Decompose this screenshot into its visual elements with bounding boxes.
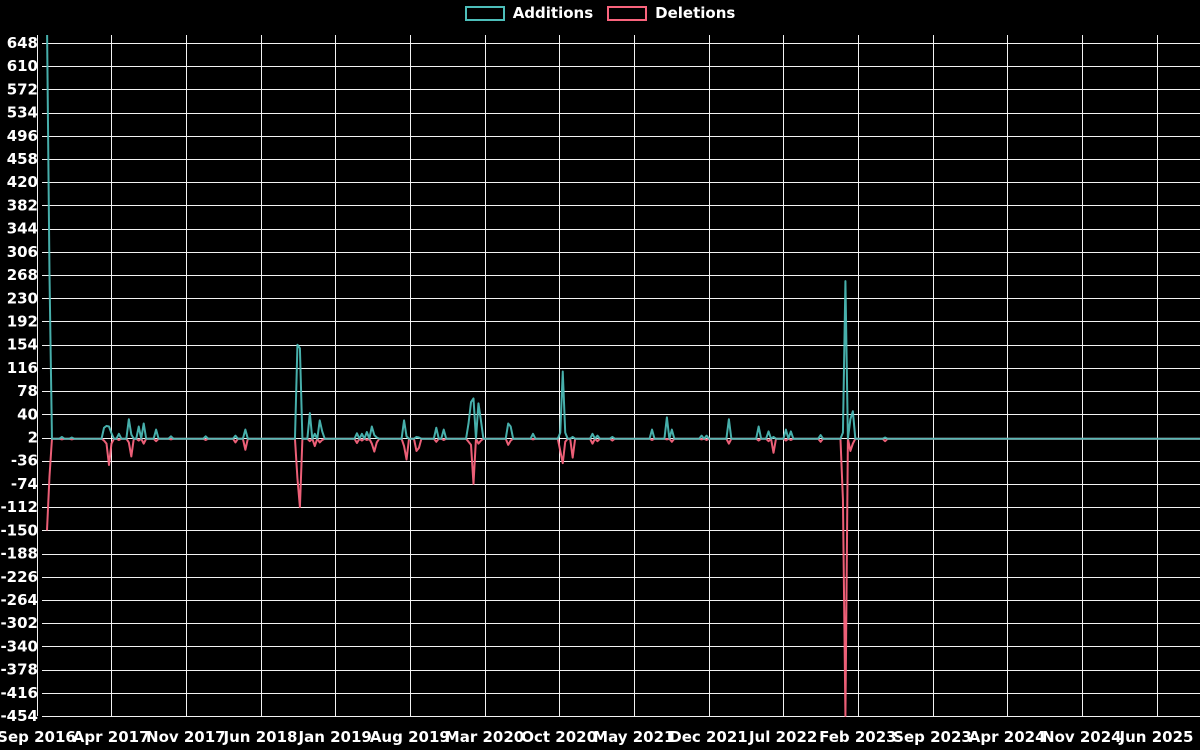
y-axis-tick-label: 572 (7, 80, 38, 98)
y-axis-tick-label: -340 (0, 637, 38, 655)
y-axis-tick-label: -416 (0, 684, 38, 702)
x-axis-tick-label: Aug 2019 (370, 728, 450, 746)
x-axis-tick-label: Feb 2023 (819, 728, 897, 746)
y-axis-tick-label: 40 (17, 405, 38, 423)
y-axis-tick-label: 382 (7, 196, 38, 214)
additions-line (46, 35, 1200, 440)
x-axis-tick-label: May 2021 (593, 728, 674, 746)
legend-item-additions[interactable]: Additions (464, 4, 594, 22)
x-axis-tick-label: Jun 2025 (1119, 728, 1194, 746)
x-axis-tick-label: Oct 2020 (521, 728, 597, 746)
x-axis-tick-label: Nov 2017 (146, 728, 226, 746)
y-axis-tick-label: -36 (11, 452, 38, 470)
y-axis-tick-label: 458 (7, 150, 38, 168)
y-axis-tick-label: 534 (7, 104, 38, 122)
y-axis-tick-label: -150 (0, 521, 38, 539)
y-axis-tick-label: 496 (7, 127, 38, 145)
y-axis-tick-label: -226 (0, 568, 38, 586)
y-axis-tick-label: 192 (7, 312, 38, 330)
legend-item-deletions[interactable]: Deletions (607, 6, 735, 21)
y-axis-tick-label: 610 (7, 57, 38, 75)
y-axis-labels: 648 610 572 534 496 458 420 382 344 306 268 230 192 1… (0, 34, 38, 725)
y-axis-tick-label: -264 (0, 591, 38, 609)
y-axis-tick-label: 230 (7, 289, 38, 307)
y-axis-tick-label: -74 (11, 475, 38, 493)
y-axis-tick-label: 154 (7, 336, 38, 354)
deletions-legend-label: Deletions (655, 4, 736, 22)
x-axis-tick-label: Mar 2020 (445, 728, 524, 746)
y-axis-tick-label: 306 (7, 243, 38, 261)
y-axis-tick-label: -302 (0, 614, 38, 632)
additions-legend-label: Additions (512, 4, 594, 22)
x-axis-tick-label: Jun 2018 (223, 728, 298, 746)
series-group (46, 35, 1200, 717)
x-axis-tick-label: Jul 2022 (748, 728, 817, 746)
x-axis-tick-label: Sep 2023 (893, 728, 972, 746)
y-axis-tick-label: 268 (7, 266, 38, 284)
x-axis-tick-label: Apr 2017 (73, 728, 150, 746)
x-axis-tick-label: Jan 2019 (297, 728, 371, 746)
grid-lines (37, 35, 1200, 717)
additions-swatch (464, 6, 505, 21)
y-axis-tick-label: 344 (7, 220, 38, 238)
y-axis-tick-label: 2 (28, 429, 38, 447)
y-axis-tick-label: -188 (0, 545, 38, 563)
y-axis-tick-label: 420 (7, 173, 38, 191)
chart-legend: Additions Deletions (0, 6, 1200, 21)
deletions-swatch (607, 6, 648, 21)
y-axis-tick-label: 648 (7, 34, 38, 52)
y-axis-tick-label: -454 (0, 707, 38, 725)
x-axis-tick-label: Apr 2024 (969, 728, 1046, 746)
x-axis-tick-label: Dec 2021 (669, 728, 748, 746)
x-axis-tick-label: Sep 2016 (0, 728, 76, 746)
y-axis-tick-label: -112 (0, 498, 38, 516)
x-axis-tick-label: Nov 2024 (1042, 728, 1122, 746)
y-axis-tick-label: -378 (0, 661, 38, 679)
y-axis-tick-label: 116 (7, 359, 38, 377)
y-axis-tick-label: 78 (17, 382, 38, 400)
